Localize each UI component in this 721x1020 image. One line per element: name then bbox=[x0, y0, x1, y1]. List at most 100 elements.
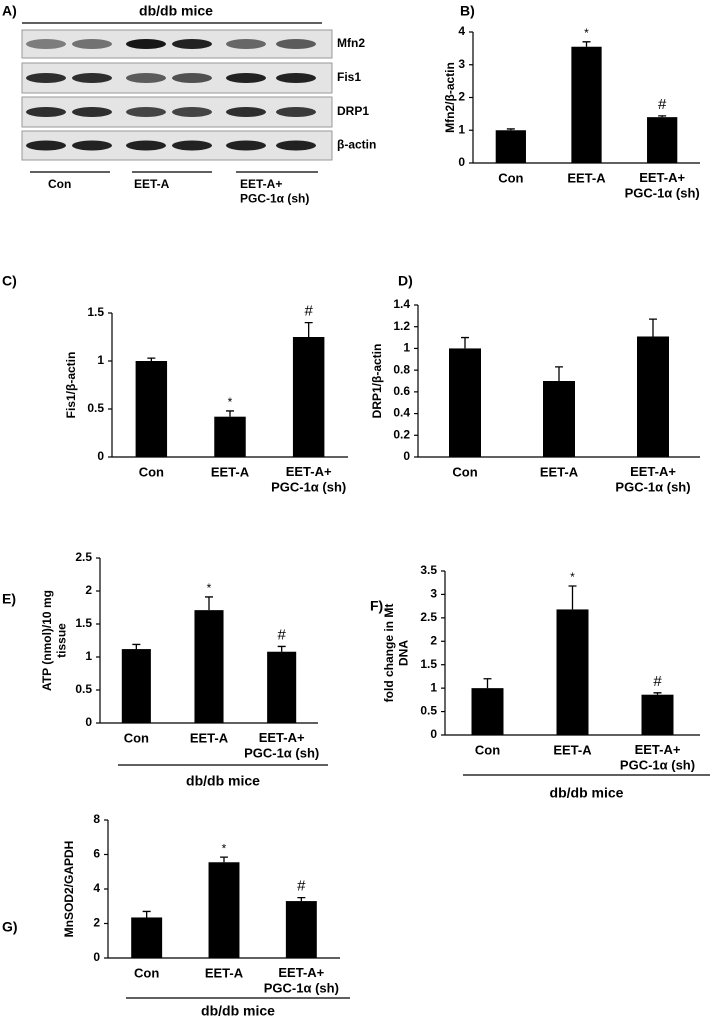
y-axis-label: Mfn2/β-actin bbox=[443, 62, 457, 133]
blot-band bbox=[172, 39, 212, 49]
significance-mark: * bbox=[207, 581, 212, 595]
y-axis-label: MnSOD2/GAPDH bbox=[62, 841, 76, 938]
y-tick-label: 0 bbox=[97, 449, 104, 463]
bar bbox=[131, 917, 163, 958]
bar bbox=[641, 694, 674, 735]
error-bar bbox=[582, 41, 591, 47]
bar bbox=[208, 862, 240, 958]
x-tick-label: Con bbox=[139, 464, 164, 479]
y-tick-label: 0 bbox=[430, 727, 437, 741]
blot-band bbox=[26, 73, 66, 83]
error-bar bbox=[205, 596, 213, 611]
group-label: EET-A+ PGC-1α (sh) bbox=[240, 177, 309, 205]
y-tick-label: 2 bbox=[458, 90, 465, 104]
bar bbox=[285, 901, 317, 958]
y-tick-label: 1.5 bbox=[420, 657, 437, 671]
significance-mark: # bbox=[658, 96, 667, 113]
blot-band bbox=[26, 140, 66, 151]
y-tick-label: 0.4 bbox=[393, 406, 410, 420]
bar bbox=[556, 609, 589, 735]
bar bbox=[647, 117, 678, 163]
x-tick-label: EET-A+ PGC-1α (sh) bbox=[615, 464, 690, 495]
y-axis-label: DRP1/β-actin bbox=[370, 344, 384, 419]
x-tick-label: EET-A bbox=[553, 742, 592, 757]
error-bar bbox=[226, 410, 234, 417]
error-bar bbox=[555, 366, 563, 381]
blot-band bbox=[26, 107, 66, 117]
blot-band bbox=[172, 140, 212, 151]
error-bar bbox=[483, 678, 492, 689]
blot-row-label: Fis1 bbox=[337, 70, 361, 84]
bar bbox=[637, 336, 669, 457]
error-bar bbox=[304, 321, 313, 337]
blot-band bbox=[126, 140, 166, 151]
bar bbox=[471, 688, 504, 735]
group-label: Con bbox=[48, 177, 71, 191]
blot-row-label: β-actin bbox=[337, 138, 376, 152]
error-bar bbox=[132, 643, 141, 650]
group-label: EET-A bbox=[134, 177, 170, 191]
y-tick-label: 3 bbox=[430, 587, 437, 601]
bar bbox=[267, 651, 297, 723]
y-tick-label: 0.5 bbox=[87, 401, 104, 415]
x-axis-label: db/db mice bbox=[550, 785, 624, 801]
y-tick-label: 1.5 bbox=[75, 616, 92, 630]
y-tick-label: 0.5 bbox=[420, 704, 437, 718]
blot-row-label: DRP1 bbox=[337, 104, 369, 118]
bar bbox=[121, 649, 151, 723]
y-tick-label: 3 bbox=[458, 57, 465, 71]
blot-band bbox=[226, 39, 266, 49]
x-tick-label: EET-A bbox=[540, 464, 579, 479]
error-bar bbox=[220, 856, 228, 863]
blot-band bbox=[226, 140, 266, 151]
error-bar bbox=[142, 910, 151, 918]
blot-band bbox=[72, 39, 112, 49]
error-bar bbox=[147, 357, 156, 361]
y-tick-label: 0 bbox=[85, 715, 92, 729]
blot-band bbox=[276, 73, 316, 83]
blot-band bbox=[172, 73, 212, 83]
x-tick-label: EET-A+ PGC-1α (sh) bbox=[620, 742, 695, 773]
y-tick-label: 1 bbox=[430, 680, 437, 694]
significance-mark: # bbox=[297, 878, 306, 895]
y-tick-label: 0.6 bbox=[393, 384, 410, 398]
bar bbox=[292, 337, 325, 457]
y-tick-label: 4 bbox=[93, 881, 100, 895]
y-tick-label: 1 bbox=[85, 649, 92, 663]
significance-mark: # bbox=[653, 673, 662, 690]
x-tick-label: EET-A+ PGC-1α (sh) bbox=[625, 170, 700, 201]
blot-band bbox=[126, 73, 166, 83]
bar bbox=[214, 416, 246, 457]
blot-band bbox=[226, 107, 266, 117]
blot-band bbox=[126, 107, 166, 117]
y-tick-label: 0 bbox=[458, 155, 465, 169]
blot-row-label: Mfn2 bbox=[337, 36, 365, 50]
error-bar bbox=[297, 896, 306, 902]
y-tick-label: 2.5 bbox=[75, 550, 92, 564]
blot-band bbox=[26, 39, 66, 49]
panel-label: C) bbox=[2, 273, 17, 289]
y-tick-label: 1.2 bbox=[393, 319, 410, 333]
bar bbox=[135, 361, 168, 457]
bar bbox=[495, 130, 526, 163]
y-tick-label: 1 bbox=[97, 353, 104, 367]
x-axis-label: db/db mice bbox=[186, 773, 260, 789]
panel-label: B) bbox=[460, 3, 475, 19]
x-tick-label: EET-A+ PGC-1α (sh) bbox=[271, 464, 346, 495]
y-tick-label: 2 bbox=[430, 633, 437, 647]
x-tick-label: Con bbox=[475, 742, 500, 757]
significance-mark: * bbox=[570, 570, 575, 584]
blot-band bbox=[72, 73, 112, 83]
bar bbox=[571, 46, 602, 163]
x-tick-label: Con bbox=[124, 730, 149, 745]
y-tick-label: 3.5 bbox=[420, 563, 437, 577]
error-bar bbox=[658, 115, 667, 118]
error-bar bbox=[568, 585, 577, 610]
blot-band bbox=[72, 107, 112, 117]
x-tick-label: EET-A+ PGC-1α (sh) bbox=[264, 965, 339, 996]
y-tick-label: 0.5 bbox=[75, 682, 92, 696]
x-tick-label: EET-A+ PGC-1α (sh) bbox=[244, 730, 319, 761]
blot-title: db/db mice bbox=[139, 3, 213, 19]
x-tick-label: EET-A bbox=[190, 730, 229, 745]
